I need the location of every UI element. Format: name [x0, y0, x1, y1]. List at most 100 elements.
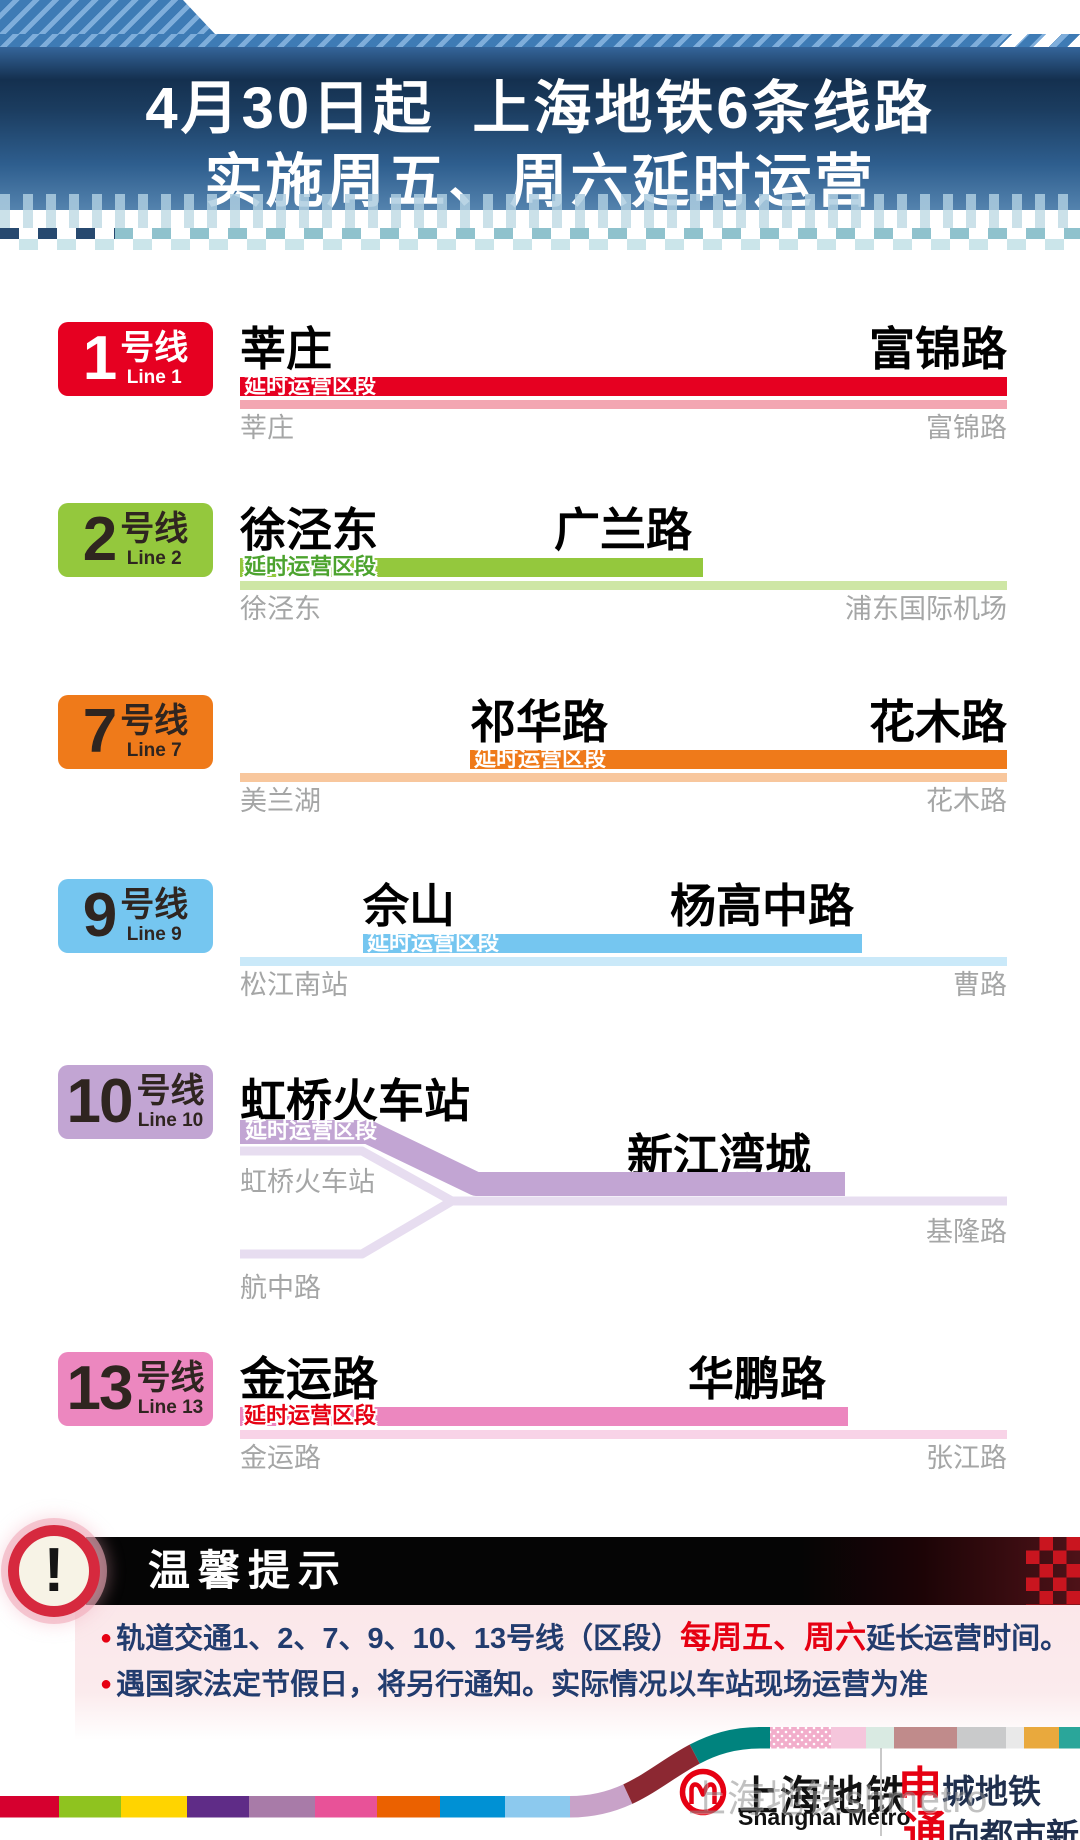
station-a: 莘庄: [240, 323, 332, 375]
line-1-badge: 1 号线 Line 1: [58, 322, 213, 396]
line-name-en: Line 1: [126, 367, 182, 388]
line-number: 10: [66, 1067, 134, 1137]
line-name-en: Line 7: [126, 740, 182, 761]
full-line-bar: [240, 400, 1007, 409]
delayed-segment-bar: 延时运营区段: [363, 930, 862, 955]
notice-panel: ● 轨道交通1、2、7、9、10、13号线（区段）每周五、周六延长运营时间。 ● 遇…: [75, 1605, 1080, 1740]
delayed-segment-label: 延时运营区段: [244, 373, 377, 398]
bullet-dot-icon: ●: [100, 1627, 113, 1649]
poster-title-line1: 4月30日起 上海地铁6条线路: [145, 76, 935, 141]
slogan-emphasis: 申: [898, 1764, 942, 1813]
ribbon-curve: [569, 1727, 761, 1818]
line-2-section: 2 号线 Line 2 徐泾东 广兰路 延时运营区段 徐泾东 浦东国际机场: [0, 503, 1080, 653]
header-gradient: 4月30日起 上海地铁6条线路 实施周五、周六延时运营: [0, 47, 1080, 214]
station-a: 金运路: [240, 1353, 378, 1405]
full-line-bar: [240, 1430, 1007, 1439]
ribbon-upper-strip: [758, 1727, 1080, 1749]
line-suffix: 号线: [136, 1359, 205, 1397]
footer-divider: [880, 1748, 882, 1836]
terminal-b: 曹路: [953, 970, 1007, 1000]
line-7-section: 7 号线 Line 7 祁华路 花木路 延时运营区段 美兰湖 花木路: [0, 695, 1080, 845]
header-stripe-bar: [0, 34, 1080, 47]
delayed-segment-label: 延时运营区段: [245, 1118, 378, 1143]
bullet-1-tail: 延长运营时间。: [866, 1623, 1070, 1655]
line-13-section: 13 号线 Line 13 金运路 华鹏路 延时运营区段 金运路 张江路: [0, 1352, 1080, 1502]
exclamation-glyph: !: [43, 1536, 65, 1605]
line-name-en: Line 10: [137, 1110, 204, 1131]
footer-slogan-line2: 通向都市新生活: [903, 1796, 1080, 1840]
header-stripe-tab: [0, 0, 215, 34]
delayed-segment-bar: 延时运营区段: [240, 554, 703, 579]
terminal-a: 松江南站: [240, 970, 348, 1000]
line-suffix: 号线: [136, 1072, 205, 1110]
terminal-a: 美兰湖: [240, 786, 321, 816]
notice-title-bar: 温馨提示: [86, 1537, 1080, 1605]
checker-row-1: [0, 228, 1080, 239]
line-name-en: Line 9: [126, 924, 182, 945]
slogan-text: 城地铁: [942, 1773, 1041, 1810]
shanghai-metro-logo-icon: [679, 1768, 727, 1816]
line-9-section: 9 号线 Line 9 佘山 杨高中路 延时运营区段 松江南站 曹路: [0, 879, 1080, 1029]
line-suffix: 号线: [120, 702, 189, 740]
header-corner-slashes: [995, 33, 1080, 48]
line-suffix: 号线: [120, 886, 189, 924]
delayed-segment-label: 延时运营区段: [244, 1403, 377, 1428]
terminal-a: 徐泾东: [240, 594, 321, 624]
delayed-segment-bar: 延时运营区段: [470, 746, 1007, 771]
notice-title: 温馨提示: [148, 1547, 349, 1594]
notice-bullet-2: ● 遇国家法定节假日，将另行通知。实际情况以车站现场运营为准: [100, 1665, 928, 1704]
station-b: 花木路: [869, 696, 1007, 748]
line-number: 13: [66, 1354, 134, 1424]
line-10-delayed-track: [240, 1120, 845, 1196]
delayed-segment-label: 延时运营区段: [244, 554, 377, 579]
terminal-a: 莘庄: [240, 413, 294, 443]
terminal-a: 金运路: [240, 1443, 321, 1473]
line-name-en: Line 2: [126, 548, 182, 569]
delayed-segment-bar: 延时运营区段: [240, 1403, 848, 1428]
line-1-section: 1 号线 Line 1 莘庄 富锦路 延时运营区段 莘庄 富锦路: [0, 322, 1080, 472]
station-a: 徐泾东: [240, 504, 378, 556]
bullet-dot-icon: ●: [100, 1673, 113, 1695]
line-7-badge: 7 号线 Line 7: [58, 695, 213, 769]
line-number: 9: [82, 881, 118, 951]
slogan-emphasis: 通: [903, 1808, 947, 1840]
line-number: 7: [82, 697, 118, 767]
footer-ribbon: [0, 1727, 1080, 1818]
terminal-b: 张江路: [926, 1443, 1007, 1473]
line-9-badge: 9 号线 Line 9: [58, 879, 213, 953]
station-a: 虹桥火车站: [240, 1075, 470, 1127]
station-b: 华鹏路: [688, 1353, 826, 1405]
line-suffix: 号线: [120, 329, 189, 367]
line-2-badge: 2 号线 Line 2: [58, 503, 213, 577]
header-dash-pattern: [0, 194, 1080, 210]
line-number: 2: [82, 505, 118, 575]
bullet-1-text: 轨道交通1、2、7、9、10、13号线（区段）: [116, 1623, 681, 1655]
full-line-bar: [240, 957, 1007, 966]
station-b: 广兰路: [554, 504, 692, 556]
checker-row-1-dark: [0, 228, 115, 239]
terminal-a: 虹桥火车站: [240, 1167, 375, 1197]
line-number: 1: [82, 324, 118, 394]
terminal-b: 浦东国际机场: [845, 594, 1007, 624]
delayed-segment-label: 延时运营区段: [474, 746, 607, 771]
bullet-2-text: 遇国家法定节假日，将另行通知。实际情况以车站现场运营为准: [116, 1669, 929, 1701]
station-b: 杨高中路: [670, 880, 854, 932]
line-suffix: 号线: [120, 510, 189, 548]
delayed-segment-bar: 延时运营区段: [240, 373, 1007, 398]
full-line-bar: [240, 581, 1007, 590]
line-10-track-diagram: [240, 1120, 1007, 1259]
station-a: 佘山: [363, 880, 455, 932]
footer-slogan-line1: 申城地铁: [898, 1752, 1041, 1816]
terminal-b: 基隆路: [926, 1217, 1007, 1247]
terminal-b: 花木路: [926, 786, 1007, 816]
brand-name-cn: 上海地铁: [737, 1773, 909, 1819]
delayed-segment-label: 延时运营区段: [367, 930, 500, 955]
terminal-branch: 航中路: [240, 1273, 321, 1303]
full-line-bar: [240, 773, 1007, 782]
watermark-text: 上海地铁shmetro: [688, 1779, 989, 1821]
terminal-b: 富锦路: [926, 413, 1007, 443]
slogan-text: 向都市新生活: [947, 1817, 1080, 1840]
checker-row-2: [0, 239, 1080, 250]
line-name-en: Line 13: [137, 1397, 204, 1418]
